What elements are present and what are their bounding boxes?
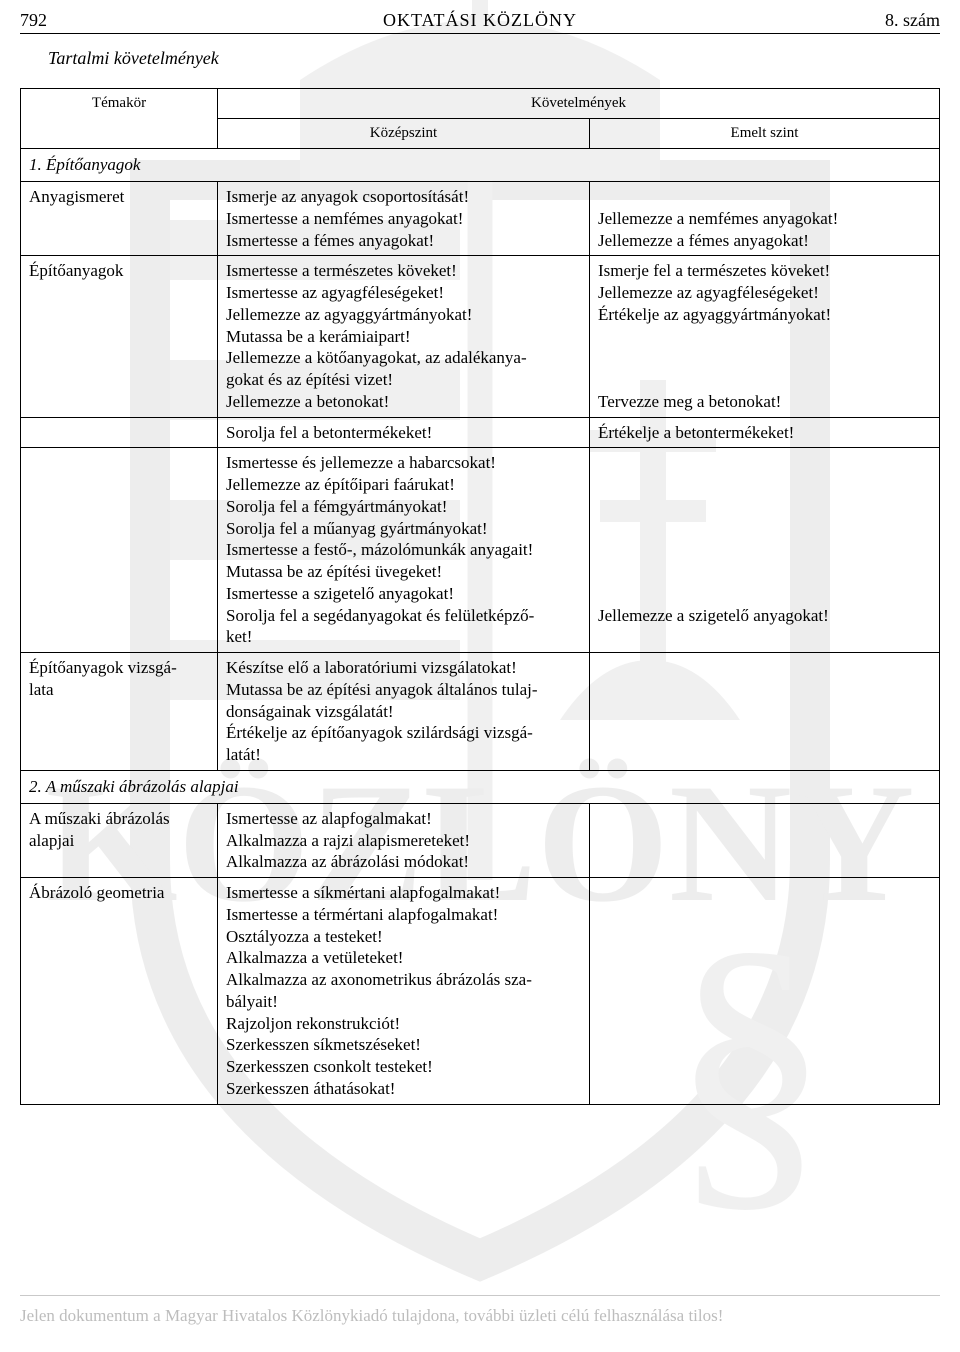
table-row: Anyagismeret Ismerje az anyagok csoporto… xyxy=(21,182,940,256)
page-header: 792 OKTATÁSI KÖZLÖNY 8. szám xyxy=(20,10,940,34)
publication-title: OKTATÁSI KÖZLÖNY xyxy=(20,10,940,31)
adv-cell: Értékelje a betontermékeket! xyxy=(590,417,940,448)
requirements-table: Témakör Követelmények Középszint Emelt s… xyxy=(20,88,940,1105)
table-row: Építőanyagok Ismertesse a természetes kö… xyxy=(21,256,940,417)
topic-cell: Anyagismeret xyxy=(21,182,218,256)
mid-cell: Ismertesse a síkmértani alapfogalmakat! … xyxy=(218,878,590,1105)
section-title: 2. A műszaki ábrázolás alapjai xyxy=(21,770,940,803)
adv-cell xyxy=(590,803,940,877)
mid-cell: Ismertesse az alapfogalmakat! Alkalmazza… xyxy=(218,803,590,877)
section-heading-row: 2. A műszaki ábrázolás alapjai xyxy=(21,770,940,803)
section-subtitle: Tartalmi követelmények xyxy=(48,48,219,69)
section-heading-row: 1. Építőanyagok xyxy=(21,149,940,182)
table-row: Ismertesse és jellemezze a habarcsokat! … xyxy=(21,448,940,653)
section-title: 1. Építőanyagok xyxy=(21,149,940,182)
topic-cell: A műszaki ábrázolás alapjai xyxy=(21,803,218,877)
topic-cell xyxy=(21,448,218,653)
footer-copyright: Jelen dokumentum a Magyar Hivatalos Közl… xyxy=(20,1306,940,1326)
topic-cell: Építőanyagok vizsgá- lata xyxy=(21,653,218,771)
mid-cell: Sorolja fel a betontermékeket! xyxy=(218,417,590,448)
adv-cell: Ismerje fel a természetes köveket! Jelle… xyxy=(590,256,940,417)
adv-cell xyxy=(590,878,940,1105)
head-requirements: Követelmények xyxy=(218,89,940,119)
page: KÖZLÖNY § 792 OKTATÁSI KÖZLÖNY 8. szám T… xyxy=(0,0,960,1352)
table-body: 1. Építőanyagok Anyagismeret Ismerje az … xyxy=(21,149,940,1105)
topic-cell xyxy=(21,417,218,448)
table-row: Sorolja fel a betontermékeket! Értékelje… xyxy=(21,417,940,448)
mid-cell: Készítse elő a laboratóriumi vizsgálatok… xyxy=(218,653,590,771)
head-adv-level: Emelt szint xyxy=(590,119,940,149)
topic-cell: Építőanyagok xyxy=(21,256,218,417)
head-mid-level: Középszint xyxy=(218,119,590,149)
table-row: Ábrázoló geometria Ismertesse a síkmérta… xyxy=(21,878,940,1105)
table-row: Építőanyagok vizsgá- lata Készítse elő a… xyxy=(21,653,940,771)
mid-cell: Ismertesse és jellemezze a habarcsokat! … xyxy=(218,448,590,653)
topic-cell: Ábrázoló geometria xyxy=(21,878,218,1105)
adv-cell: Jellemezze a nemfémes anyagokat! Jelleme… xyxy=(590,182,940,256)
head-topic: Témakör xyxy=(21,89,218,149)
adv-cell: Jellemezze a szigetelő anyagokat! xyxy=(590,448,940,653)
table-head: Témakör Követelmények Középszint Emelt s… xyxy=(21,89,940,149)
mid-cell: Ismerje az anyagok csoportosítását! Isme… xyxy=(218,182,590,256)
mid-cell: Ismertesse a természetes köveket! Ismert… xyxy=(218,256,590,417)
table-row: A műszaki ábrázolás alapjai Ismertesse a… xyxy=(21,803,940,877)
footer-divider xyxy=(20,1295,940,1296)
adv-cell xyxy=(590,653,940,771)
